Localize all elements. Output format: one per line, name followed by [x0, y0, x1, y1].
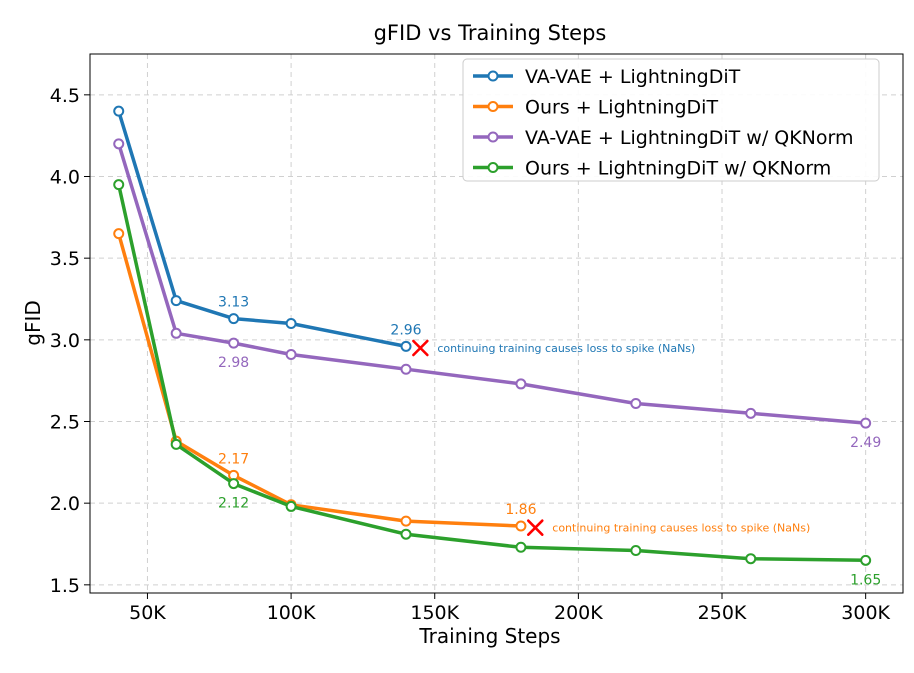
y-tick-label: 4.5 — [50, 85, 80, 107]
data-label: 2.17 — [218, 451, 249, 467]
data-point — [400, 340, 412, 352]
y-tick-label: 3.5 — [50, 248, 80, 270]
failure-note: continuing training causes loss to spike… — [437, 342, 695, 355]
x-tick-label: 100K — [267, 602, 316, 624]
axis-ticks: 50K 100K 150K 200K 250K 300K 1.5 2.0 2.5 3.0 3.5 4.… — [50, 85, 891, 624]
plot-area — [89, 53, 904, 594]
y-tick-label: 3.0 — [50, 330, 80, 352]
data-label: 1.86 — [505, 502, 536, 518]
legend-swatch-marker — [487, 101, 499, 112]
legend-entry-label: VA-VAE + LightningDiT — [525, 66, 741, 88]
legend-swatch-marker — [487, 162, 499, 173]
data-point — [285, 500, 297, 512]
failure-x-marker — [412, 339, 429, 357]
legend-swatch-marker — [487, 70, 499, 82]
legend-swatch-marker — [487, 131, 499, 143]
data-point — [170, 327, 182, 339]
y-tick-label: 2.0 — [50, 493, 80, 515]
data-point — [400, 363, 412, 375]
data-point — [113, 179, 125, 191]
x-tick-label: 300K — [841, 602, 890, 624]
data-point — [515, 520, 527, 532]
data-point — [285, 349, 297, 361]
failure-markers: continuing training causes loss to spike… — [412, 339, 810, 536]
legend-entry-label: Ours + LightningDiT w/ QKNorm — [525, 158, 831, 180]
data-point — [860, 417, 872, 429]
data-point — [170, 295, 182, 307]
failure-x-marker — [526, 519, 544, 536]
y-axis-label: gFID — [21, 300, 45, 346]
data-point — [113, 138, 125, 150]
data-label: 2.96 — [390, 322, 421, 338]
legend: VA-VAE + LightningDiT Ours + LightningDiT… — [462, 58, 880, 182]
data-point — [400, 515, 412, 527]
data-point — [515, 541, 527, 553]
data-point — [630, 545, 642, 557]
data-point — [515, 378, 527, 390]
y-tick-label: 1.5 — [50, 575, 80, 597]
data-point — [113, 105, 125, 117]
data-point — [400, 528, 412, 540]
data-point — [860, 554, 872, 566]
x-tick-label: 200K — [554, 602, 603, 624]
data-point — [113, 228, 125, 240]
failure-note: continuing training causes loss to spike… — [552, 522, 810, 535]
data-point — [228, 313, 240, 325]
data-label: 2.12 — [218, 496, 249, 512]
x-tick-label: 250K — [698, 602, 747, 624]
x-tick-label: 150K — [410, 602, 459, 624]
data-label: 1.65 — [850, 572, 881, 588]
data-point — [228, 337, 240, 349]
x-axis-label: Training Steps — [418, 624, 560, 648]
legend-box — [462, 58, 880, 182]
chart-title: gFID vs Training Steps — [374, 21, 607, 45]
data-label: 3.13 — [218, 295, 249, 311]
data-point — [228, 478, 240, 490]
data-point — [285, 318, 297, 329]
data-point — [630, 398, 642, 410]
legend-entry-label: Ours + LightningDiT — [525, 97, 718, 119]
legend-entry-label: VA-VAE + LightningDiT w/ QKNorm — [525, 127, 854, 149]
data-point — [745, 553, 757, 565]
data-labels: 3.13 2.96 2.98 2.49 2.17 1.86 2.12 1.65 — [218, 295, 881, 589]
data-label: 2.49 — [850, 435, 881, 451]
data-point — [170, 438, 182, 450]
y-tick-label: 2.5 — [50, 412, 80, 434]
x-tick-label: 50K — [129, 602, 166, 624]
y-tick-label: 4.0 — [50, 167, 80, 189]
data-label: 2.98 — [218, 355, 249, 371]
data-point — [745, 407, 757, 419]
series-group — [113, 105, 872, 566]
